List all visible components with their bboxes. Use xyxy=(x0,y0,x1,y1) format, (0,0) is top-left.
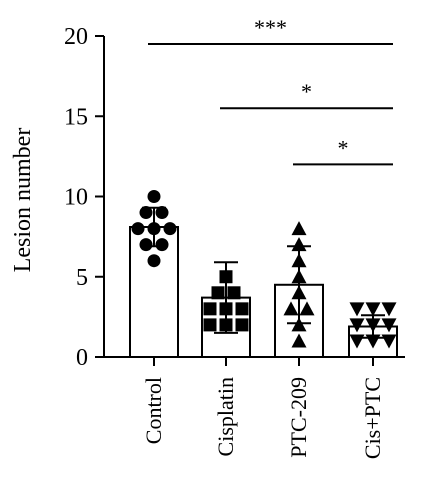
data-point xyxy=(291,237,307,252)
data-point xyxy=(365,334,381,349)
data-point xyxy=(139,238,153,252)
data-point xyxy=(283,301,299,316)
data-point xyxy=(139,206,153,220)
data-point xyxy=(291,285,307,300)
y-axis: 0 5 10 15 20 xyxy=(64,24,105,371)
data-point xyxy=(381,334,397,349)
data-point xyxy=(235,318,249,332)
data-point xyxy=(235,302,249,316)
data-point xyxy=(163,222,177,236)
data-point xyxy=(349,334,365,349)
data-point xyxy=(381,318,397,333)
data-point xyxy=(219,270,233,284)
data-point xyxy=(131,222,145,236)
data-point xyxy=(219,318,233,332)
data-point xyxy=(203,302,217,316)
x-tick-label-control: Control xyxy=(141,377,166,444)
data-point xyxy=(291,221,307,236)
x-tick-label-cisplatin: Cisplatin xyxy=(213,377,238,456)
y-tick-label: 15 xyxy=(64,104,88,130)
data-point xyxy=(349,302,365,317)
data-point xyxy=(365,318,381,333)
data-point xyxy=(291,269,307,284)
data-point xyxy=(291,317,307,332)
data-point xyxy=(155,238,169,252)
data-point xyxy=(227,286,241,300)
data-point xyxy=(147,222,161,236)
data-point xyxy=(381,302,397,317)
y-tick-label: 20 xyxy=(64,24,88,50)
data-point xyxy=(219,302,233,316)
x-tick-label-cis-ptc: Cis+PTC xyxy=(360,377,385,459)
data-point xyxy=(291,253,307,268)
bar-1 xyxy=(129,225,179,358)
x-tick-label-ptc-209: PTC-209 xyxy=(286,377,311,458)
data-points xyxy=(131,190,397,349)
y-tick-label: 10 xyxy=(64,185,88,211)
y-axis-label: Lesion number xyxy=(10,128,36,273)
data-point xyxy=(147,254,161,268)
data-point xyxy=(203,318,217,332)
significance-annotations: ***** xyxy=(148,15,393,166)
data-point xyxy=(291,333,307,348)
y-tick-label: 5 xyxy=(76,265,88,291)
data-point xyxy=(155,206,169,220)
significance-label: *** xyxy=(254,15,287,40)
data-point xyxy=(299,301,315,316)
data-point xyxy=(211,286,225,300)
y-tick-label: 0 xyxy=(76,345,88,371)
x-axis: Control Cisplatin PTC-209 Cis+PTC xyxy=(104,356,405,459)
data-point xyxy=(349,318,365,333)
data-point xyxy=(147,190,161,203)
significance-label: * xyxy=(301,79,312,104)
significance-label: * xyxy=(338,135,349,160)
data-point xyxy=(365,302,381,317)
